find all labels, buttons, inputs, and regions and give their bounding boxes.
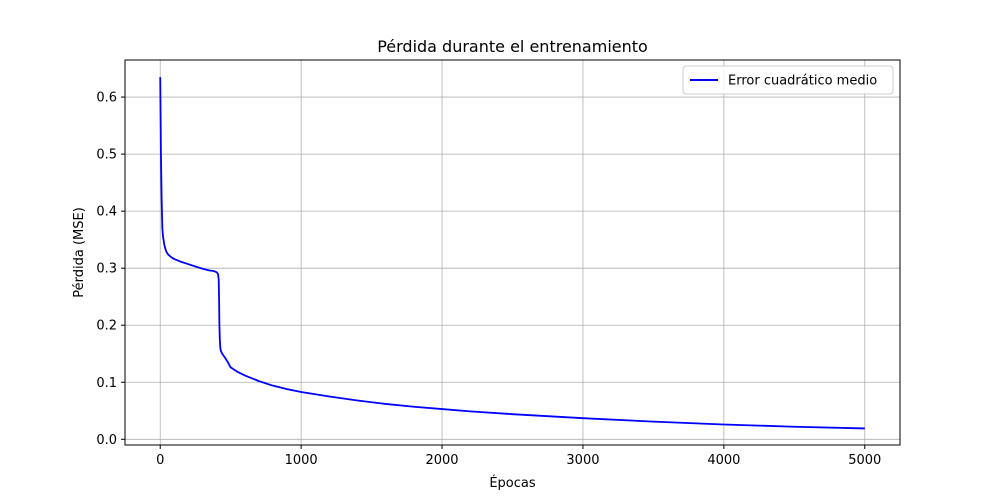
legend-label: Error cuadrático medio	[728, 74, 877, 89]
x-tick-label: 3000	[566, 453, 599, 468]
x-tick-label: 4000	[707, 453, 740, 468]
grid	[125, 60, 900, 445]
y-axis-ticks: 0.0 0.1 0.2 0.3 0.4 0.5 0.6	[96, 91, 125, 448]
x-tick-label: 2000	[425, 453, 458, 468]
plot-area-frame	[124, 59, 901, 446]
x-axis-label: Épocas	[489, 475, 536, 491]
y-tick-label: 0.4	[96, 205, 117, 220]
y-tick-label: 0.3	[96, 262, 117, 277]
chart-title: Pérdida durante el entrenamiento	[377, 37, 648, 56]
y-tick-label: 0.1	[96, 376, 117, 391]
y-tick-label: 0.5	[96, 148, 117, 163]
x-tick-label: 0	[156, 453, 164, 468]
series-group	[159, 77, 865, 430]
y-tick-label: 0.0	[96, 433, 117, 448]
x-axis-ticks: 0 1000 2000 3000 4000 5000	[156, 445, 881, 468]
series-line	[159, 77, 865, 430]
y-tick-label: 0.6	[96, 91, 117, 106]
x-tick-label: 5000	[848, 453, 881, 468]
legend: Error cuadrático medio	[682, 65, 894, 95]
y-tick-label: 0.2	[96, 319, 117, 334]
x-tick-label: 1000	[285, 453, 318, 468]
y-axis-label: Pérdida (MSE)	[72, 207, 87, 298]
legend-box	[682, 65, 894, 95]
